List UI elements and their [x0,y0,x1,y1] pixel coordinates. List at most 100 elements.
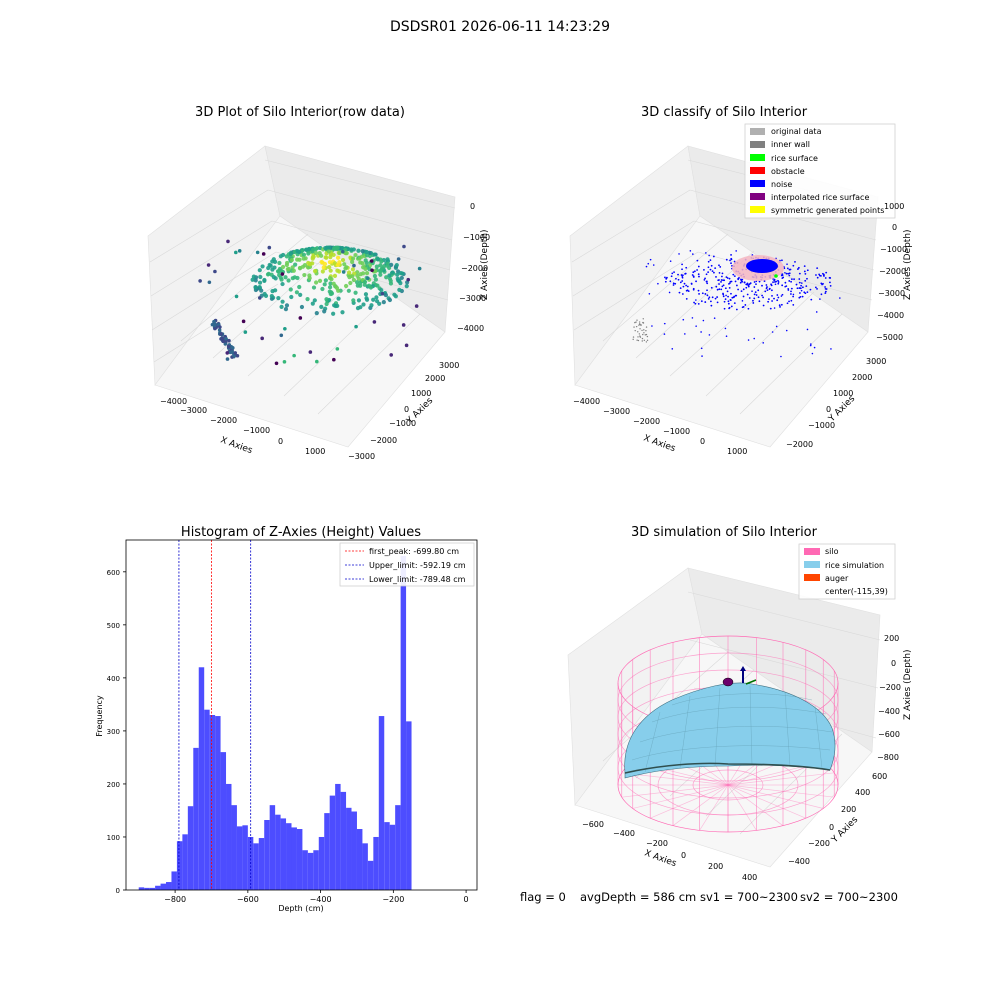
panel2-xtick: 1000 [727,447,747,456]
raw-point [404,283,409,289]
noise-point [768,288,771,291]
panel2-z-ticks: 1000 0 −1000 −2000 −3000 −4000 −5000 [876,202,907,342]
inner-wall-point [643,329,645,331]
noise-point [772,281,774,284]
histogram-ytick-label: 200 [107,781,120,789]
legend-label-rice-surface: rice surface [771,154,818,163]
raw-point [253,285,258,290]
noise-point [753,281,756,283]
noise-point [716,296,719,298]
noise-point [697,273,700,276]
raw-point [219,332,223,336]
noise-point [681,280,684,282]
noise-point [819,298,821,300]
legend-label-silo: silo [825,547,839,556]
center-arrow-y [745,679,757,685]
histogram-xtick-label: −400 [310,895,332,904]
raw-point [331,281,336,286]
inner-wall-point [637,339,640,342]
panel1-points [198,239,422,366]
noise-point [824,292,827,295]
noise-point [714,267,717,270]
raw-point [289,294,294,300]
noise-point [790,299,793,302]
raw-point [361,271,366,276]
noise-point [725,335,728,338]
raw-point [356,248,361,253]
rice-mesh [631,685,833,773]
noise-point [788,268,791,271]
raw-point [414,304,419,308]
noise-point [684,272,687,275]
noise-point [815,274,817,276]
rice-surface-point [774,274,778,278]
noise-point [718,271,721,274]
raw-point [284,303,290,308]
panel2-ztick: −4000 [877,311,904,320]
panel4-x-ticks: −600 −400 −200 0 200 400 [582,820,757,882]
histogram-bar [198,667,205,890]
noise-point [681,263,683,266]
noise-point [693,301,695,304]
noise-point [715,276,717,278]
legend-label-inner-wall: inner wall [771,140,810,149]
rice-surface-core [746,259,778,273]
noise-point [774,281,776,283]
noise-point [781,284,784,287]
noise-point [792,264,795,267]
panel1-ztick: −2000 [461,264,488,273]
noise-point [816,267,819,270]
panel4-ytick: 400 [855,788,870,797]
noise-point [707,297,710,300]
inner-wall-point [636,339,638,341]
noise-point [685,297,688,300]
legend-swatch-original-data [750,128,765,135]
histogram-xtick-label: 0 [464,895,469,904]
raw-point [322,261,328,267]
noise-point [774,283,777,286]
noise-point [671,348,674,350]
noise-point [746,283,749,286]
noise-point [786,302,789,305]
inner-wall-point [642,333,644,336]
noise-point [824,286,826,288]
histogram-bar [307,852,314,890]
histogram-bar [209,715,216,890]
noise-point [797,266,800,269]
raw-point [351,277,356,283]
raw-point [352,263,356,268]
raw-point [390,270,395,275]
noise-point [803,265,806,267]
inner-wall-point [639,323,641,326]
histogram-bars [138,555,412,890]
noise-point [825,288,828,290]
raw-point [346,288,351,293]
legend-swatch-silo [804,548,820,555]
noise-point [771,331,774,333]
noise-point [691,317,694,319]
noise-point [701,355,703,357]
panel1-xlabel: X Axies [219,435,254,456]
histogram-bar [231,805,237,890]
histogram-bar [373,836,379,890]
legend-swatch-inner-wall [750,141,765,148]
legend-label-original-data: original data [771,127,822,136]
raw-point [417,266,422,271]
raw-point [329,290,334,295]
panel4-xlabel: X Axies [643,848,678,869]
raw-point [234,250,238,255]
raw-point [344,265,349,270]
panel2-legend: original data inner wall rice surface ob… [744,123,896,219]
raw-point [298,292,303,298]
panel1-ztick: −3000 [459,294,486,303]
noise-point [678,253,680,255]
legend-swatch-symmetric [750,206,765,213]
histogram-legend: first_peak: -699.80 cm Upper_limit: -592… [339,542,475,587]
panel2-ytick: −1000 [808,421,835,430]
panel2-xtick: −3000 [603,407,630,416]
raw-point [314,280,319,285]
noise-point [734,280,737,283]
raw-point [289,257,294,263]
raw-point [355,306,361,311]
legend-swatch-interpolated [750,193,765,200]
